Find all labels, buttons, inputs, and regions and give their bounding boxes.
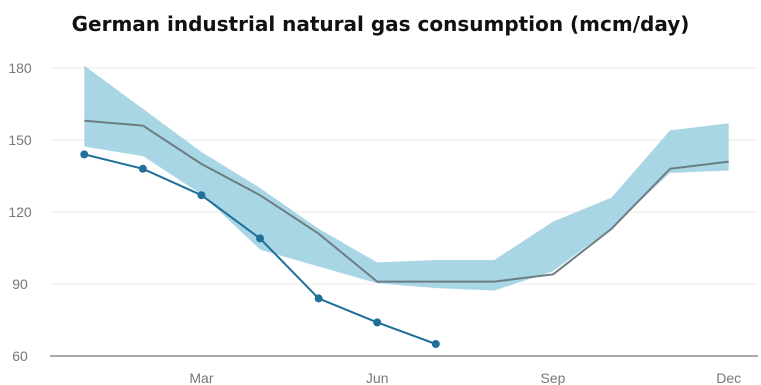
series-markers: [80, 150, 440, 348]
grid-lines: [50, 67, 758, 357]
y-tick-label: 60: [12, 348, 28, 364]
data-point: [256, 234, 265, 243]
y-tick-label: 90: [12, 276, 28, 292]
range-band: [84, 65, 729, 292]
y-tick-label: 120: [8, 204, 32, 220]
x-tick-label: Jun: [366, 370, 389, 385]
x-tick-label: Dec: [716, 370, 741, 385]
data-point: [431, 340, 440, 348]
chart-title: German industrial natural gas consumptio…: [71, 12, 690, 36]
data-point: [197, 191, 206, 200]
y-tick-label: 180: [8, 60, 32, 76]
average-line: [84, 119, 729, 283]
y-axis-ticks: 60 90 120 150 180: [8, 60, 32, 364]
data-point: [314, 294, 323, 303]
data-point: [80, 150, 89, 159]
data-point: [373, 318, 382, 327]
y-tick-label: 150: [8, 132, 32, 148]
data-point: [138, 164, 147, 173]
range-band-area: [84, 65, 729, 292]
x-tick-label: Mar: [189, 370, 213, 385]
x-tick-label: Sep: [540, 370, 565, 385]
x-axis-ticks: Mar Jun Sep Dec: [189, 370, 741, 385]
